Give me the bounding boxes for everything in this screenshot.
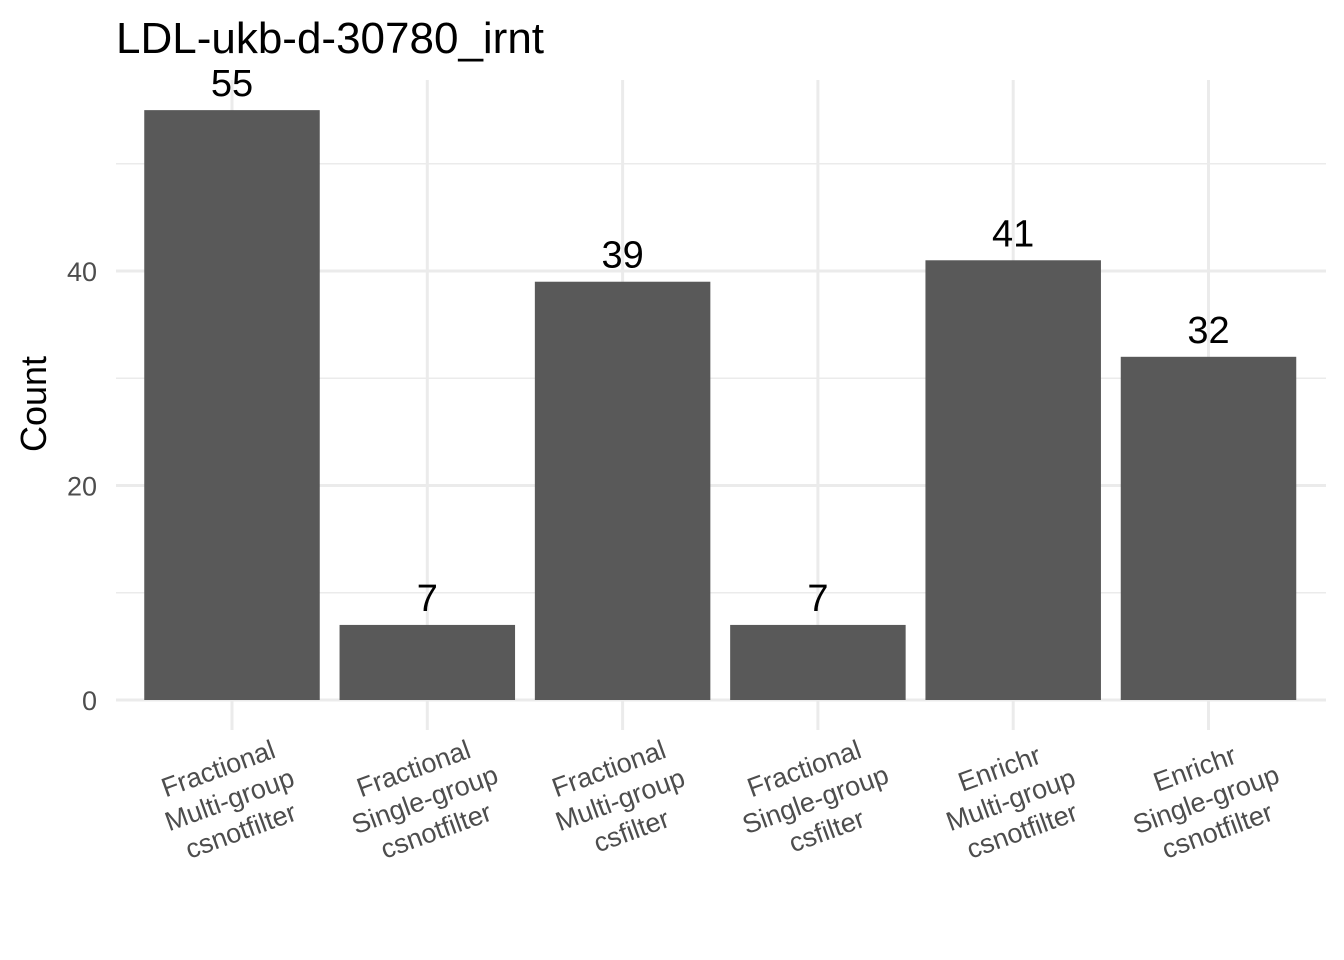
bar-value-label: 7 <box>807 578 828 620</box>
bars-group <box>144 110 1297 700</box>
y-tick-label: 40 <box>67 257 97 287</box>
bar <box>339 624 516 700</box>
bar-value-label: 55 <box>211 63 253 105</box>
bar <box>1120 356 1297 700</box>
bar-value-label: 41 <box>992 213 1034 255</box>
bar-value-label: 7 <box>417 578 438 620</box>
y-tick-label: 20 <box>67 472 97 502</box>
y-axis-ticks: 0 20 40 <box>67 257 97 716</box>
bar <box>730 624 906 700</box>
bar <box>925 260 1101 700</box>
y-axis-label: Count <box>13 356 54 452</box>
bar-value-label: 39 <box>601 235 643 277</box>
bar-value-label: 32 <box>1187 310 1229 352</box>
bar <box>144 110 320 700</box>
bar <box>534 281 711 700</box>
y-tick-label: 0 <box>82 686 97 716</box>
chart-title: LDL-ukb-d-30780_irnt <box>116 14 544 63</box>
data-labels-group: 55 7 39 7 41 32 <box>211 63 1230 620</box>
